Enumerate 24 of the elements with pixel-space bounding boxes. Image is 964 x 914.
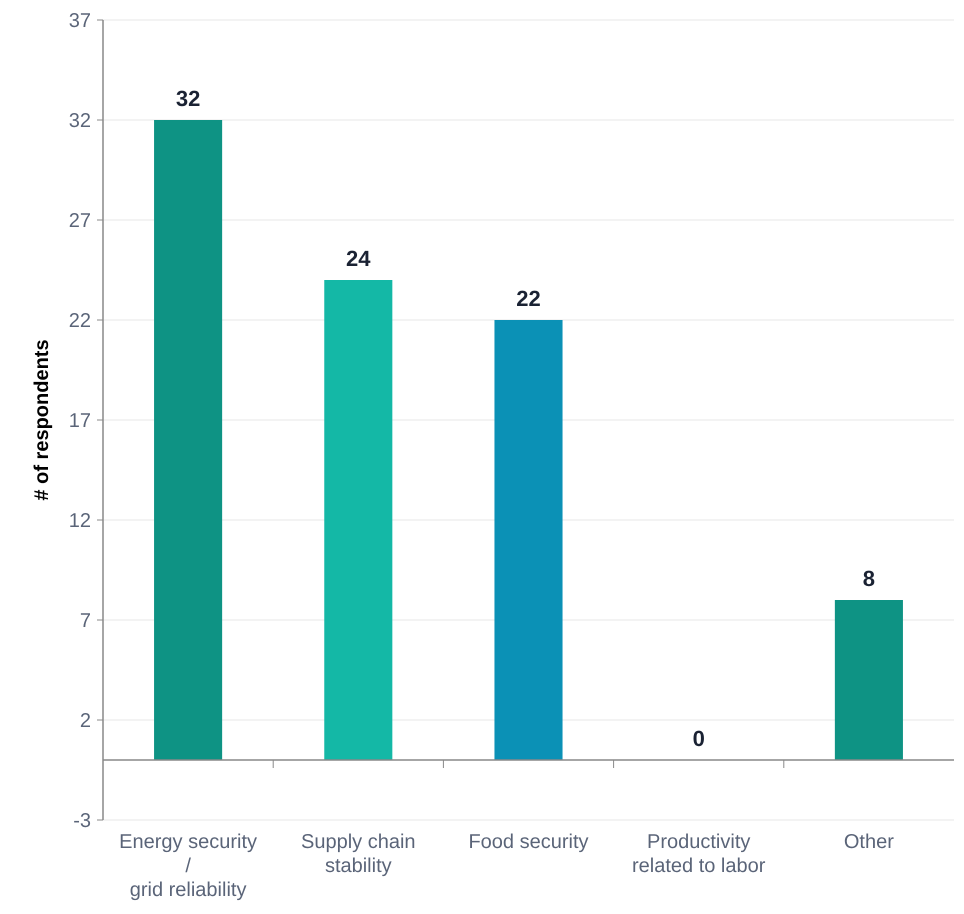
y-tick-label: 17 <box>68 410 91 432</box>
bar <box>324 280 392 760</box>
y-tick-label: 2 <box>80 710 91 732</box>
bar <box>834 600 903 760</box>
bar <box>154 120 222 760</box>
y-axis-title: # of respondents <box>31 339 53 501</box>
x-tick-label: Productivity related to labor <box>632 831 766 877</box>
data-label: 22 <box>516 286 541 311</box>
x-tick-label: Supply chain stability <box>301 831 416 877</box>
x-tick-label: Food security <box>468 831 589 853</box>
data-label: 32 <box>176 86 200 111</box>
bar <box>494 320 563 760</box>
x-tick-label: Other <box>844 831 894 853</box>
x-tick-label: Energy security / grid reliability <box>119 831 258 901</box>
y-tick-label: 12 <box>68 510 91 532</box>
data-label: 0 <box>692 726 705 751</box>
y-tick-label: 7 <box>80 610 91 632</box>
y-tick-label: -3 <box>73 810 91 832</box>
data-label: 8 <box>862 566 876 591</box>
y-tick-label: 22 <box>68 310 91 332</box>
data-label: 24 <box>346 246 372 271</box>
y-tick-label: 37 <box>68 10 91 32</box>
y-tick-label: 27 <box>68 210 91 232</box>
y-tick-label: 32 <box>68 110 91 132</box>
